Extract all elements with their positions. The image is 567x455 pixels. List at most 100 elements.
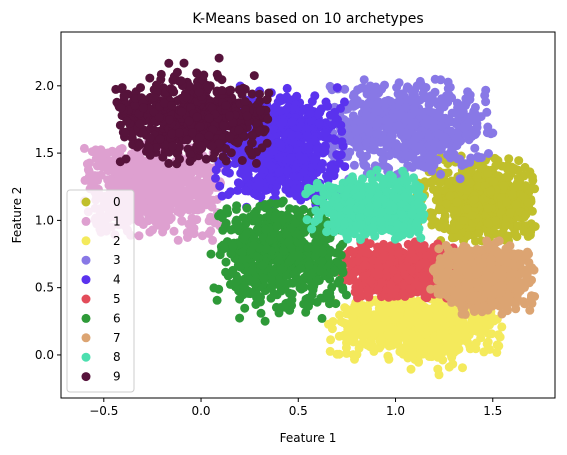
data-point bbox=[513, 179, 522, 188]
data-point bbox=[235, 314, 244, 323]
data-point bbox=[401, 333, 410, 342]
data-point bbox=[373, 100, 382, 109]
data-point bbox=[299, 300, 308, 309]
data-point bbox=[262, 244, 271, 253]
data-point bbox=[443, 150, 452, 159]
data-point bbox=[321, 142, 330, 151]
data-point bbox=[417, 338, 426, 347]
data-point bbox=[429, 108, 438, 117]
data-point bbox=[452, 346, 461, 355]
data-point bbox=[366, 239, 375, 248]
data-point bbox=[477, 153, 486, 162]
data-point bbox=[323, 289, 332, 298]
data-point bbox=[372, 120, 381, 129]
data-point bbox=[276, 265, 285, 274]
data-point bbox=[422, 83, 431, 92]
data-point bbox=[504, 154, 513, 163]
data-point bbox=[430, 139, 439, 148]
data-point bbox=[279, 247, 288, 256]
data-point bbox=[458, 363, 467, 372]
data-point bbox=[299, 283, 308, 292]
data-point bbox=[361, 162, 370, 171]
data-point bbox=[336, 121, 345, 130]
data-point bbox=[311, 155, 320, 164]
data-point bbox=[426, 179, 435, 188]
data-point bbox=[205, 216, 214, 225]
data-point bbox=[451, 332, 460, 341]
data-point bbox=[286, 153, 295, 162]
data-point bbox=[471, 237, 480, 246]
data-point bbox=[361, 260, 370, 269]
data-point bbox=[232, 205, 241, 214]
data-point bbox=[284, 238, 293, 247]
data-point bbox=[351, 286, 360, 295]
data-point bbox=[205, 229, 214, 238]
data-point bbox=[524, 250, 533, 259]
data-point bbox=[337, 150, 346, 159]
data-point bbox=[438, 316, 447, 325]
data-point bbox=[486, 187, 495, 196]
data-point bbox=[488, 129, 497, 138]
data-point bbox=[167, 191, 176, 200]
data-point bbox=[104, 166, 113, 175]
data-point bbox=[453, 154, 462, 163]
data-point bbox=[243, 204, 252, 213]
data-point bbox=[530, 184, 539, 193]
data-point bbox=[444, 84, 453, 93]
data-point bbox=[436, 170, 445, 179]
data-point bbox=[326, 335, 335, 344]
data-point bbox=[350, 161, 359, 170]
data-point bbox=[327, 248, 336, 257]
data-point bbox=[403, 354, 412, 363]
data-point bbox=[395, 97, 404, 106]
data-point bbox=[267, 294, 276, 303]
data-point bbox=[348, 99, 357, 108]
data-point bbox=[497, 322, 506, 331]
data-point bbox=[222, 219, 231, 228]
data-point bbox=[427, 166, 436, 175]
data-point bbox=[350, 306, 359, 315]
data-point bbox=[211, 174, 220, 183]
data-point bbox=[239, 213, 248, 222]
data-point bbox=[299, 155, 308, 164]
data-point bbox=[526, 230, 535, 239]
data-point bbox=[377, 278, 386, 287]
data-point bbox=[348, 333, 357, 342]
data-point bbox=[389, 266, 398, 275]
data-point bbox=[429, 323, 438, 332]
data-point bbox=[275, 168, 284, 177]
data-point bbox=[359, 123, 368, 132]
data-point bbox=[491, 216, 500, 225]
data-point bbox=[80, 144, 89, 153]
data-point bbox=[360, 331, 369, 340]
data-point bbox=[401, 151, 410, 160]
data-point bbox=[218, 192, 227, 201]
data-point bbox=[378, 155, 387, 164]
data-point bbox=[267, 176, 276, 185]
data-point bbox=[466, 91, 475, 100]
data-point bbox=[398, 345, 407, 354]
data-point bbox=[207, 250, 216, 259]
data-point bbox=[478, 316, 487, 325]
data-point bbox=[158, 184, 167, 193]
data-point bbox=[448, 360, 457, 369]
data-point bbox=[472, 339, 481, 348]
data-point bbox=[250, 209, 259, 218]
data-point bbox=[394, 248, 403, 257]
data-point bbox=[285, 204, 294, 213]
data-point bbox=[461, 332, 470, 341]
data-point bbox=[292, 192, 301, 201]
data-point bbox=[329, 317, 338, 326]
data-point bbox=[436, 330, 445, 339]
data-point bbox=[528, 207, 537, 216]
data-point bbox=[397, 323, 406, 332]
data-point bbox=[152, 195, 161, 204]
data-point bbox=[414, 357, 423, 366]
data-point bbox=[134, 171, 143, 180]
data-point bbox=[508, 190, 517, 199]
data-point bbox=[301, 308, 310, 317]
data-point bbox=[85, 159, 94, 168]
data-point bbox=[405, 310, 414, 319]
data-point bbox=[305, 261, 314, 270]
data-point bbox=[261, 317, 270, 326]
